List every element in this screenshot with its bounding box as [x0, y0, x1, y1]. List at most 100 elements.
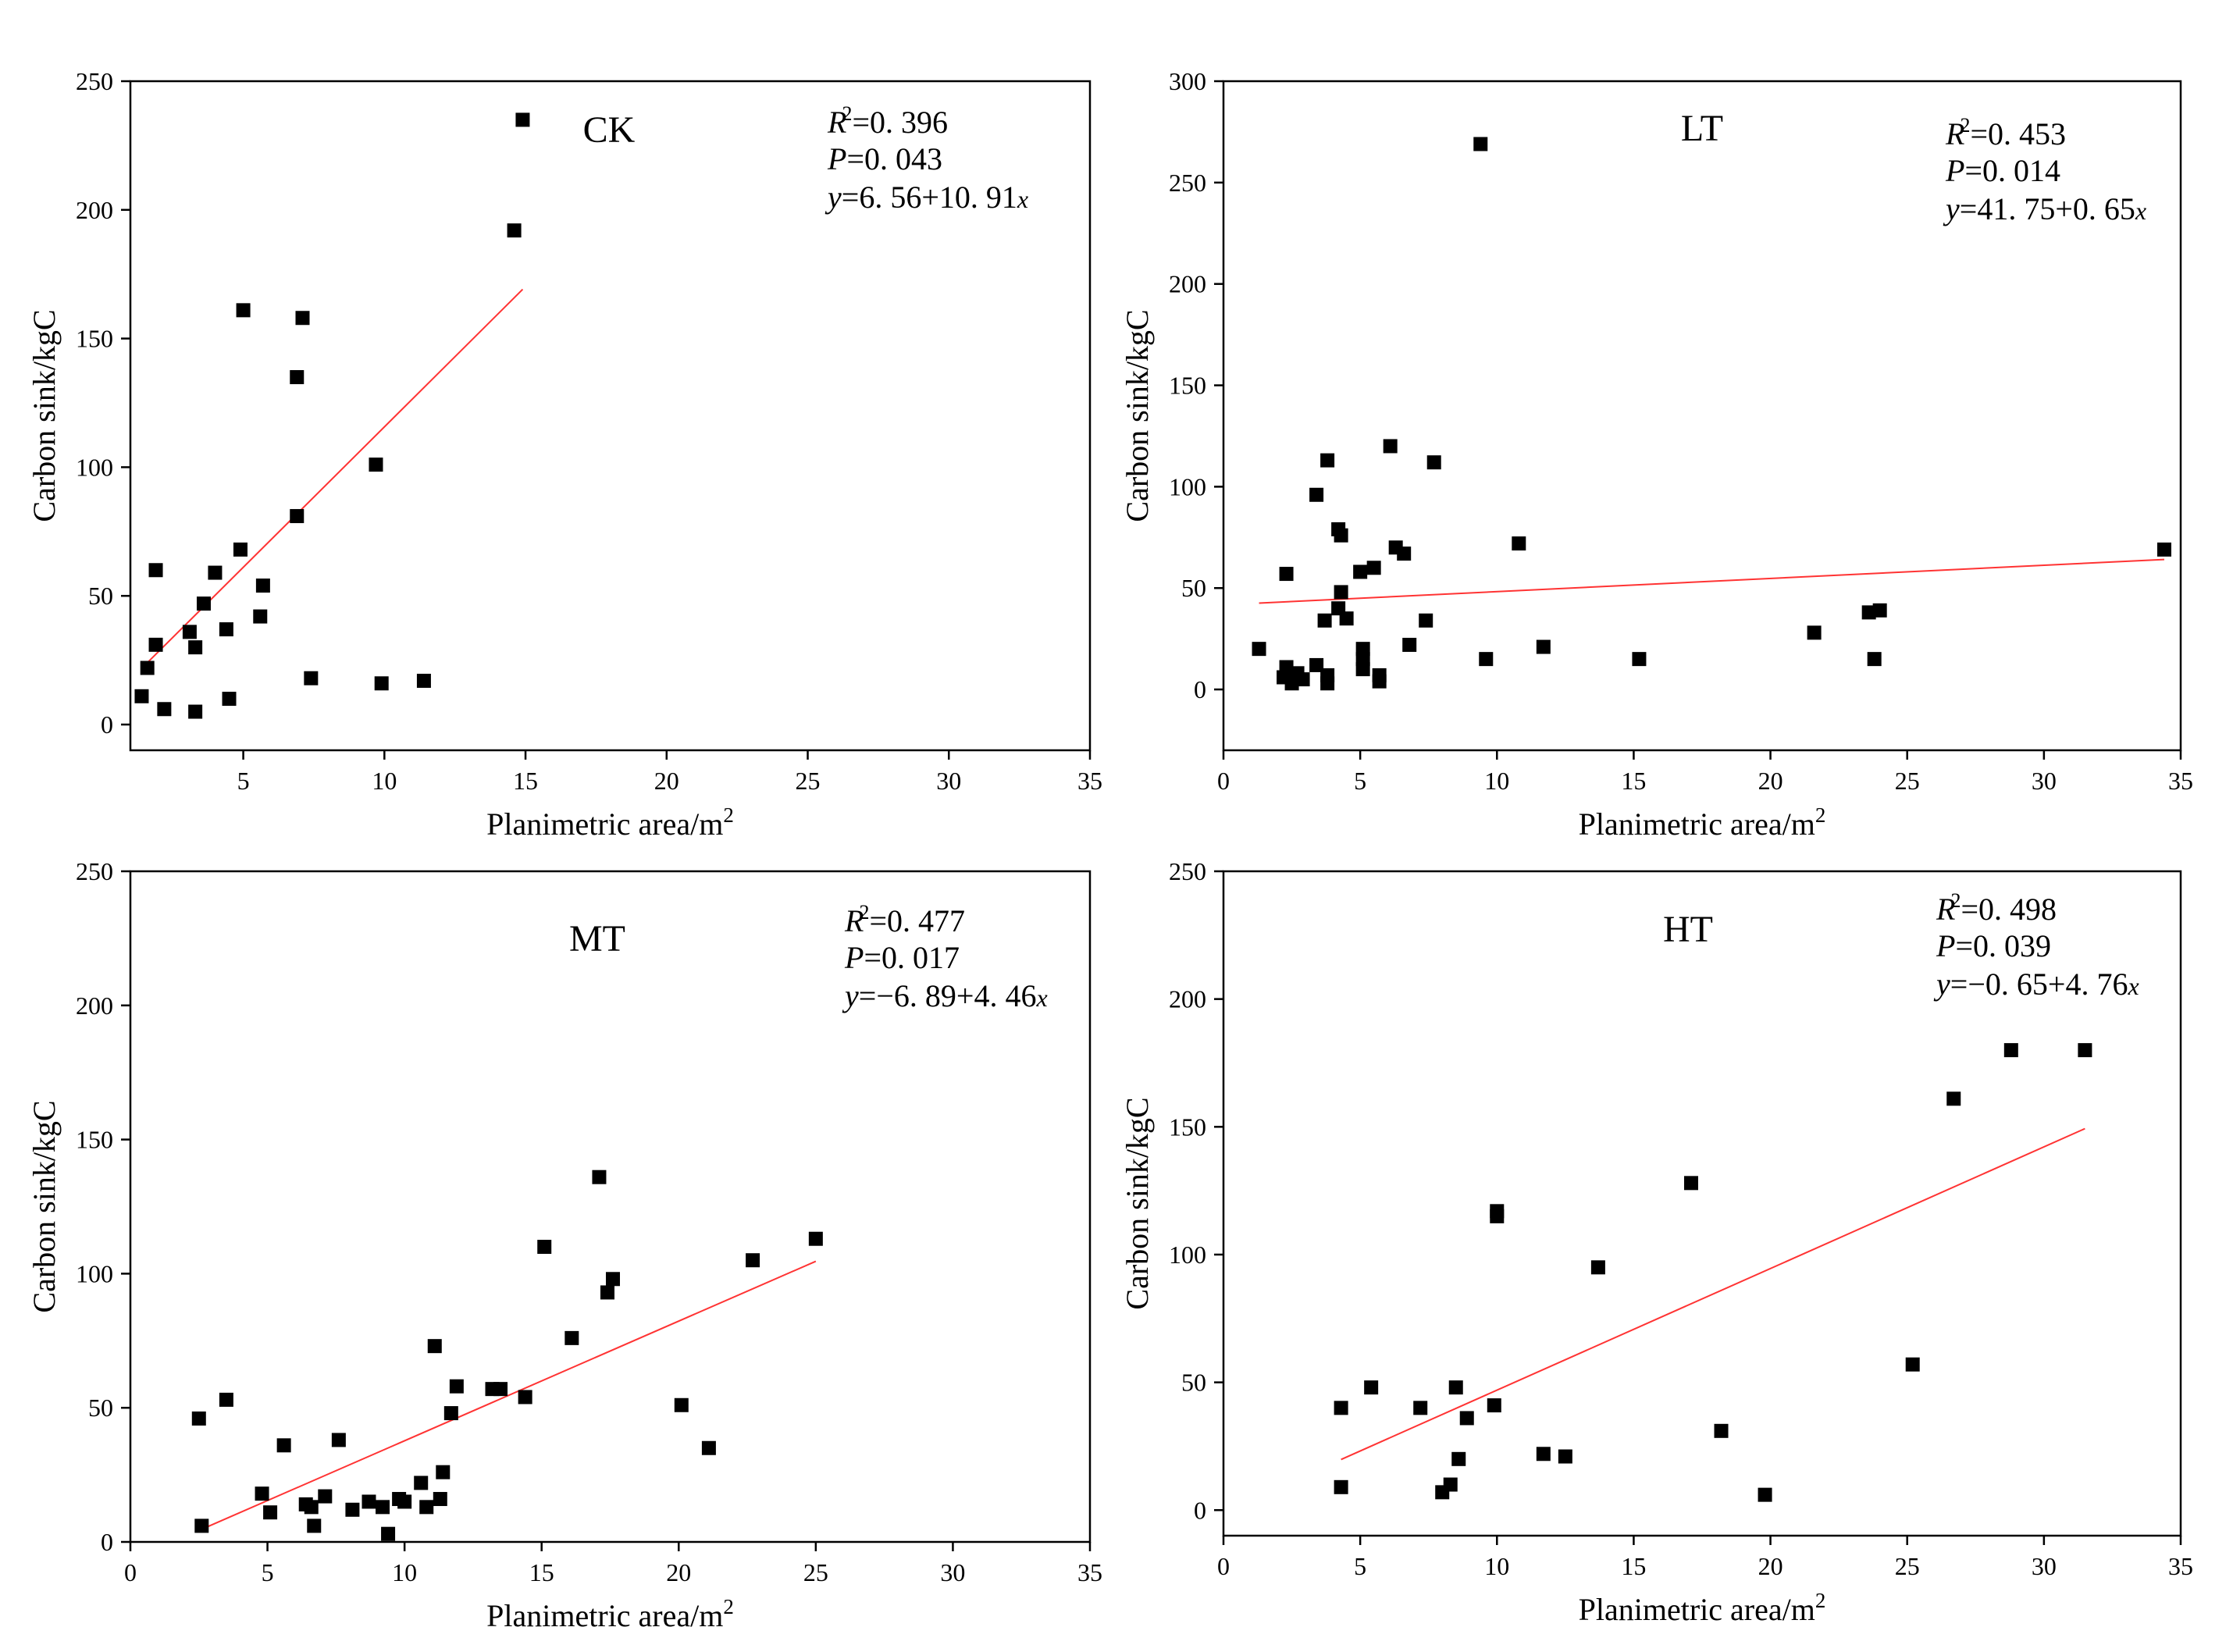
lt-plot-frame — [1222, 80, 2182, 752]
mt-panel-label: MT — [569, 918, 625, 960]
ht-data-point — [1364, 1380, 1379, 1395]
lt-x-tick-label: 15 — [1621, 767, 1646, 795]
lt-data-point — [1339, 611, 1354, 626]
ht-x-tick-label: 20 — [1758, 1552, 1783, 1580]
mt-data-point — [276, 1438, 291, 1453]
lt-data-point — [1512, 536, 1526, 551]
ck-data-point — [515, 112, 530, 127]
ht-data-point — [1448, 1380, 1463, 1395]
lt-panel-label: LT — [1681, 108, 1723, 149]
lt-data-point — [1479, 652, 1494, 667]
ht-y-tick-label: 0 — [1194, 1496, 1206, 1524]
mt-data-point — [746, 1253, 760, 1268]
lt-data-point — [1320, 676, 1335, 691]
ht-y-axis-label: Carbon sink/kgC — [1120, 1097, 1155, 1309]
ht-plot-frame — [1222, 870, 2182, 1537]
mt-x-tick-label: 30 — [940, 1558, 965, 1586]
ck-x-axis-label: Planimetric area/m2 — [486, 803, 734, 842]
lt-x-tick-label: 35 — [2168, 767, 2193, 795]
ck-data-point — [196, 596, 211, 611]
mt-panel: 0 5 10 15 20 25 30 35 0 50 100 150 200 250 Planimetric… — [27, 857, 1102, 1633]
ht-x-tick-label: 0 — [1217, 1552, 1230, 1580]
ck-data-point — [188, 640, 203, 655]
ck-data-point — [134, 689, 149, 703]
ht-data-point — [1490, 1204, 1505, 1219]
ck-data-point — [219, 622, 233, 637]
ck-x-tick-label: 35 — [1077, 767, 1102, 795]
lt-data-point — [1872, 603, 1887, 618]
ht-data-point — [1714, 1423, 1729, 1438]
ck-x-tick-label: 30 — [936, 767, 961, 795]
ck-data-point — [140, 660, 155, 675]
ck-p-value: P=0. 043 — [827, 141, 942, 176]
ck-x-tick-label: 20 — [654, 767, 679, 795]
ck-data-point — [148, 637, 163, 652]
ck-y-tick-label: 100 — [76, 453, 113, 481]
lt-x-tick-label: 5 — [1354, 767, 1366, 795]
ht-r-squared: R2=0. 498 — [1936, 889, 2057, 927]
mt-y-tick-label: 100 — [76, 1259, 113, 1287]
mt-y-tick-label: 150 — [76, 1126, 113, 1154]
ck-data-point — [208, 565, 223, 580]
mt-data-point — [674, 1397, 689, 1412]
ht-data-point — [1946, 1091, 1961, 1106]
ht-fit-equation: y=−0. 65+4. 76x — [1933, 967, 2139, 1002]
lt-p-value: P=0. 014 — [1945, 153, 2060, 188]
mt-y-tick-label: 250 — [76, 857, 113, 885]
ht-panel-label: HT — [1663, 909, 1713, 950]
lt-data-point — [1867, 652, 1882, 667]
lt-data-point — [1397, 547, 1412, 561]
mt-x-tick-label: 25 — [803, 1558, 828, 1586]
ck-data-point — [290, 509, 304, 524]
ck-y-axis-label: Carbon sink/kgC — [27, 309, 62, 522]
ck-y-tick-label: 150 — [76, 325, 113, 353]
lt-data-point — [1632, 652, 1647, 667]
mt-regression-line — [201, 1260, 817, 1530]
lt-data-point — [1426, 455, 1441, 470]
lt-x-tick-label: 30 — [2032, 767, 2057, 795]
lt-data-point — [1419, 613, 1433, 628]
ht-data-point — [2003, 1043, 2018, 1058]
ht-x-axis-label: Planimetric area/m2 — [1579, 1589, 1826, 1627]
ck-data-point — [255, 579, 270, 593]
mt-fit-equation: y=−6. 89+4. 46x — [842, 978, 1048, 1013]
ck-data-point — [416, 674, 431, 689]
mt-data-point — [345, 1502, 360, 1517]
ck-y-tick-label: 50 — [88, 582, 113, 610]
mt-data-point — [436, 1465, 451, 1479]
lt-data-point — [1334, 585, 1348, 600]
ht-data-point — [1413, 1401, 1428, 1415]
mt-data-point — [381, 1526, 396, 1541]
mt-data-point — [318, 1489, 333, 1504]
lt-data-point — [1372, 668, 1387, 682]
lt-data-point — [1402, 637, 1417, 652]
ck-data-point — [290, 370, 304, 385]
lt-data-point — [2156, 542, 2171, 557]
mt-data-point — [263, 1505, 278, 1520]
lt-panel: 0 5 10 15 20 25 30 35 0 50 100 150 200 250 300 Planimet… — [1120, 67, 2193, 842]
lt-data-point — [1309, 657, 1324, 672]
ht-y-tick-label: 50 — [1181, 1369, 1206, 1397]
ht-data-point — [1443, 1477, 1458, 1492]
ck-data-point — [295, 311, 310, 326]
lt-fit-equation: y=41. 75+0. 65x — [1943, 191, 2146, 226]
lt-y-tick-label: 100 — [1169, 472, 1206, 500]
lt-y-tick-label: 150 — [1169, 372, 1206, 400]
mt-data-point — [191, 1411, 206, 1426]
mt-data-point — [419, 1500, 434, 1515]
lt-y-tick-label: 250 — [1169, 169, 1206, 197]
ck-x-tick-label: 25 — [796, 767, 821, 795]
mt-data-point — [808, 1231, 823, 1246]
lt-y-tick-label: 300 — [1169, 67, 1206, 95]
mt-data-point — [255, 1486, 269, 1501]
lt-data-point — [1317, 613, 1332, 628]
mt-y-axis-label: Carbon sink/kgC — [27, 1100, 62, 1312]
lt-data-point — [1320, 453, 1335, 468]
mt-data-point — [600, 1285, 614, 1300]
mt-data-point — [449, 1379, 464, 1394]
mt-data-point — [307, 1518, 322, 1533]
ck-data-point — [222, 692, 237, 707]
ck-y-tick-label: 0 — [101, 710, 113, 739]
mt-data-point — [537, 1240, 552, 1255]
